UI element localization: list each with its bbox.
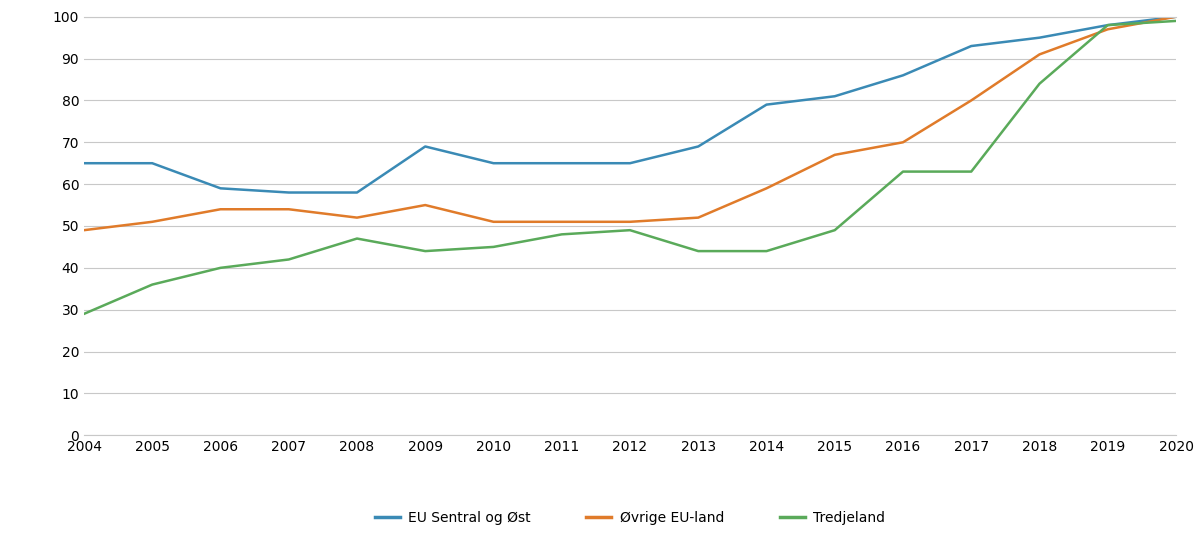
EU Sentral og Øst [1100, 22, 1115, 28]
Tredjeland [418, 248, 432, 254]
Tredjeland [623, 227, 637, 233]
Tredjeland [350, 235, 365, 242]
Tredjeland [691, 248, 706, 254]
Tredjeland [760, 248, 774, 254]
EU Sentral og Øst [760, 101, 774, 108]
Tredjeland [828, 227, 842, 233]
Øvrige EU-land [964, 97, 978, 104]
EU Sentral og Øst [554, 160, 569, 166]
Tredjeland [1100, 22, 1115, 28]
EU Sentral og Øst [214, 185, 228, 192]
Tredjeland [895, 169, 911, 175]
EU Sentral og Øst [418, 143, 432, 150]
Øvrige EU-land [691, 214, 706, 221]
EU Sentral og Øst [828, 93, 842, 99]
EU Sentral og Øst [691, 143, 706, 150]
EU Sentral og Øst [145, 160, 160, 166]
Legend: EU Sentral og Øst, Øvrige EU-land, Tredjeland: EU Sentral og Øst, Øvrige EU-land, Tredj… [370, 505, 890, 530]
Tredjeland [486, 243, 500, 250]
Øvrige EU-land [486, 218, 500, 225]
EU Sentral og Øst [964, 42, 978, 49]
EU Sentral og Øst [282, 189, 296, 196]
Tredjeland [282, 256, 296, 263]
Øvrige EU-land [350, 214, 365, 221]
Line: EU Sentral og Øst: EU Sentral og Øst [84, 17, 1176, 193]
Øvrige EU-land [214, 206, 228, 213]
Line: Øvrige EU-land: Øvrige EU-land [84, 17, 1176, 230]
EU Sentral og Øst [1169, 13, 1183, 20]
Tredjeland [1032, 80, 1046, 87]
Øvrige EU-land [77, 227, 91, 233]
Tredjeland [554, 231, 569, 238]
Øvrige EU-land [760, 185, 774, 192]
Tredjeland [145, 281, 160, 288]
Øvrige EU-land [623, 218, 637, 225]
Øvrige EU-land [554, 218, 569, 225]
EU Sentral og Øst [350, 189, 365, 196]
Tredjeland [77, 310, 91, 317]
EU Sentral og Øst [895, 72, 911, 79]
Øvrige EU-land [418, 201, 432, 208]
Line: Tredjeland: Tredjeland [84, 21, 1176, 314]
EU Sentral og Øst [77, 160, 91, 166]
Øvrige EU-land [895, 139, 911, 146]
Øvrige EU-land [145, 218, 160, 225]
Øvrige EU-land [1169, 13, 1183, 20]
EU Sentral og Øst [1032, 34, 1046, 41]
Øvrige EU-land [1032, 51, 1046, 57]
Øvrige EU-land [282, 206, 296, 213]
Øvrige EU-land [828, 151, 842, 158]
EU Sentral og Øst [486, 160, 500, 166]
Tredjeland [214, 264, 228, 271]
Tredjeland [1169, 17, 1183, 24]
EU Sentral og Øst [623, 160, 637, 166]
Øvrige EU-land [1100, 26, 1115, 32]
Tredjeland [964, 169, 978, 175]
